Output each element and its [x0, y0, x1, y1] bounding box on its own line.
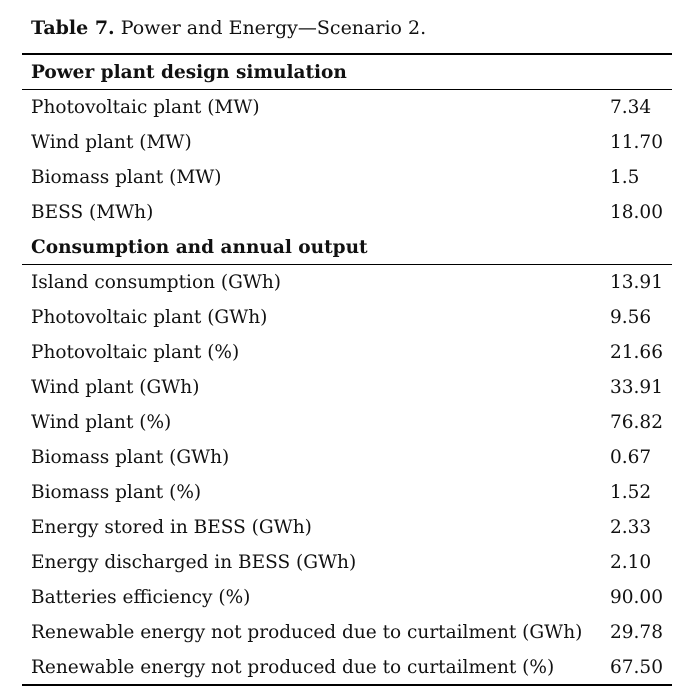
- row-label: Energy stored in BESS (GWh): [22, 509, 601, 545]
- section-heading: Consumption and annual output: [22, 229, 601, 265]
- table-row: Wind plant (GWh) 33.91: [22, 369, 672, 405]
- row-label: Batteries efficiency (%): [22, 579, 601, 615]
- row-label: Wind plant (MW): [22, 124, 601, 160]
- row-value: 9.56: [601, 299, 672, 335]
- row-label: Wind plant (GWh): [22, 369, 601, 405]
- data-table: Power plant design simulation Photovolta…: [22, 53, 672, 686]
- row-value: 29.78: [601, 614, 672, 650]
- table-row: Batteries efficiency (%) 90.00: [22, 579, 672, 615]
- row-value: 21.66: [601, 334, 672, 370]
- row-label: Wind plant (%): [22, 404, 601, 440]
- caption-text: Power and Energy—Scenario 2.: [114, 17, 427, 39]
- row-value: 76.82: [601, 404, 672, 440]
- section-heading-row: Consumption and annual output: [22, 229, 672, 265]
- table-row: Energy stored in BESS (GWh) 2.33: [22, 509, 672, 545]
- row-label: Energy discharged in BESS (GWh): [22, 544, 601, 580]
- table-row: Renewable energy not produced due to cur…: [22, 614, 672, 650]
- section-heading: Power plant design simulation: [22, 54, 601, 90]
- table-row: Photovoltaic plant (MW) 7.34: [22, 89, 672, 125]
- row-value: 0.67: [601, 439, 672, 475]
- row-label: Biomass plant (%): [22, 474, 601, 510]
- row-label: Renewable energy not produced due to cur…: [22, 614, 601, 650]
- table-row: Island consumption (GWh) 13.91: [22, 264, 672, 300]
- row-label: Photovoltaic plant (MW): [22, 89, 601, 125]
- row-value: 33.91: [601, 369, 672, 405]
- row-label: Photovoltaic plant (%): [22, 334, 601, 370]
- row-value: 7.34: [601, 89, 672, 125]
- row-value: 18.00: [601, 194, 672, 230]
- row-value: 90.00: [601, 579, 672, 615]
- row-label: Renewable energy not produced due to cur…: [22, 649, 601, 686]
- table-row: Biomass plant (GWh) 0.67: [22, 439, 672, 475]
- section-heading-row: Power plant design simulation: [22, 54, 672, 90]
- table-row: Photovoltaic plant (GWh) 9.56: [22, 299, 672, 335]
- row-label: Island consumption (GWh): [22, 264, 601, 300]
- table-row: Energy discharged in BESS (GWh) 2.10: [22, 544, 672, 580]
- caption-label: Table 7.: [31, 17, 115, 39]
- row-label: Biomass plant (GWh): [22, 439, 601, 475]
- row-value: 67.50: [601, 649, 672, 686]
- row-value: 2.10: [601, 544, 672, 580]
- table-row: Wind plant (%) 76.82: [22, 404, 672, 440]
- table-row: Renewable energy not produced due to cur…: [22, 649, 672, 686]
- table-row: BESS (MWh) 18.00: [22, 194, 672, 230]
- table-row: Biomass plant (%) 1.52: [22, 474, 672, 510]
- row-value: 2.33: [601, 509, 672, 545]
- row-label: BESS (MWh): [22, 194, 601, 230]
- row-value: 11.70: [601, 124, 672, 160]
- row-value: 1.5: [601, 159, 672, 195]
- row-label: Biomass plant (MW): [22, 159, 601, 195]
- table-row: Photovoltaic plant (%) 21.66: [22, 334, 672, 370]
- row-value: 1.52: [601, 474, 672, 510]
- row-value: 13.91: [601, 264, 672, 300]
- table-row: Wind plant (MW) 11.70: [22, 124, 672, 160]
- table-row: Biomass plant (MW) 1.5: [22, 159, 672, 195]
- table-caption: Table 7. Power and Energy—Scenario 2.: [31, 14, 426, 42]
- row-label: Photovoltaic plant (GWh): [22, 299, 601, 335]
